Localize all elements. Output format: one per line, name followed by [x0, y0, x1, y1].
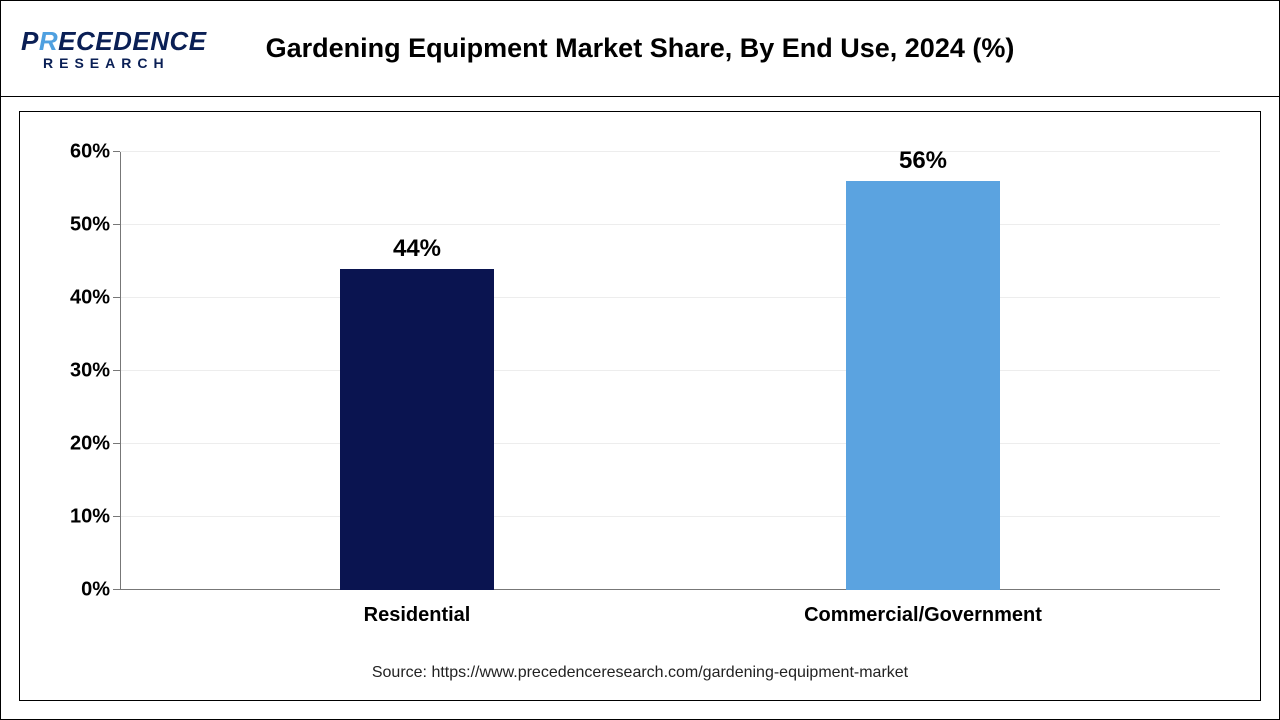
- gridline: [120, 297, 1220, 298]
- y-axis: [120, 152, 121, 590]
- gridline: [120, 224, 1220, 225]
- header: PRECEDENCE RESEARCH Gardening Equipment …: [1, 1, 1279, 97]
- bar: 56%: [846, 181, 1000, 590]
- gridline: [120, 151, 1220, 152]
- chart-frame: PRECEDENCE RESEARCH Gardening Equipment …: [0, 0, 1280, 720]
- y-tickmark: [113, 370, 120, 371]
- chart-title: Gardening Equipment Market Share, By End…: [1, 33, 1279, 64]
- bar-value-label: 56%: [899, 147, 947, 181]
- chart-body: 0%10%20%30%40%50%60%44%Residential56%Com…: [19, 111, 1261, 701]
- y-tick-label: 30%: [70, 360, 120, 383]
- x-category-label: Residential: [364, 590, 471, 627]
- x-axis: [120, 589, 1220, 590]
- y-tickmark: [113, 151, 120, 152]
- bar: 44%: [340, 269, 494, 590]
- gridline: [120, 370, 1220, 371]
- gridline: [120, 516, 1220, 517]
- y-tick-label: 40%: [70, 287, 120, 310]
- source-text: Source: https://www.precedenceresearch.c…: [20, 664, 1260, 682]
- y-tick-label: 10%: [70, 506, 120, 529]
- y-tick-label: 60%: [70, 141, 120, 164]
- y-tickmark: [113, 589, 120, 590]
- y-tick-label: 0%: [81, 579, 120, 602]
- y-tickmark: [113, 224, 120, 225]
- gridline: [120, 443, 1220, 444]
- plot-area: 0%10%20%30%40%50%60%44%Residential56%Com…: [120, 152, 1220, 590]
- y-tick-label: 50%: [70, 214, 120, 237]
- y-tickmark: [113, 516, 120, 517]
- y-tickmark: [113, 443, 120, 444]
- y-tickmark: [113, 297, 120, 298]
- y-tick-label: 20%: [70, 433, 120, 456]
- x-category-label: Commercial/Government: [804, 590, 1042, 627]
- bar-value-label: 44%: [393, 235, 441, 269]
